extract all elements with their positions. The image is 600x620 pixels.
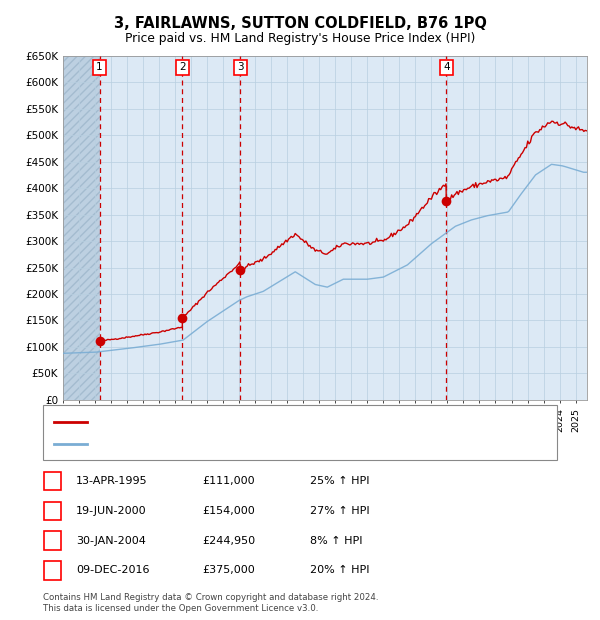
Text: 19-JUN-2000: 19-JUN-2000 <box>76 506 147 516</box>
Text: £244,950: £244,950 <box>202 536 256 546</box>
Text: 8% ↑ HPI: 8% ↑ HPI <box>310 536 362 546</box>
Text: 1: 1 <box>49 476 56 486</box>
Text: Price paid vs. HM Land Registry's House Price Index (HPI): Price paid vs. HM Land Registry's House … <box>125 32 475 45</box>
Text: 1: 1 <box>96 63 103 73</box>
Text: 4: 4 <box>443 63 449 73</box>
Text: 25% ↑ HPI: 25% ↑ HPI <box>310 476 370 486</box>
Text: 4: 4 <box>49 565 56 575</box>
Text: 30-JAN-2004: 30-JAN-2004 <box>76 536 146 546</box>
Text: 3, FAIRLAWNS, SUTTON COLDFIELD, B76 1PQ (detached house): 3, FAIRLAWNS, SUTTON COLDFIELD, B76 1PQ … <box>93 417 422 427</box>
Text: £375,000: £375,000 <box>202 565 255 575</box>
Text: 27% ↑ HPI: 27% ↑ HPI <box>310 506 370 516</box>
Text: 13-APR-1995: 13-APR-1995 <box>76 476 148 486</box>
Text: £154,000: £154,000 <box>202 506 255 516</box>
Text: 3, FAIRLAWNS, SUTTON COLDFIELD, B76 1PQ: 3, FAIRLAWNS, SUTTON COLDFIELD, B76 1PQ <box>113 16 487 30</box>
Text: 09-DEC-2016: 09-DEC-2016 <box>76 565 150 575</box>
Text: HPI: Average price, detached house, Birmingham: HPI: Average price, detached house, Birm… <box>93 439 350 449</box>
Text: Contains HM Land Registry data © Crown copyright and database right 2024.
This d: Contains HM Land Registry data © Crown c… <box>43 593 379 613</box>
Text: 2: 2 <box>179 63 186 73</box>
Text: £111,000: £111,000 <box>202 476 255 486</box>
Text: 3: 3 <box>237 63 244 73</box>
Text: 2: 2 <box>49 506 56 516</box>
Text: 20% ↑ HPI: 20% ↑ HPI <box>310 565 370 575</box>
Text: 3: 3 <box>49 536 56 546</box>
